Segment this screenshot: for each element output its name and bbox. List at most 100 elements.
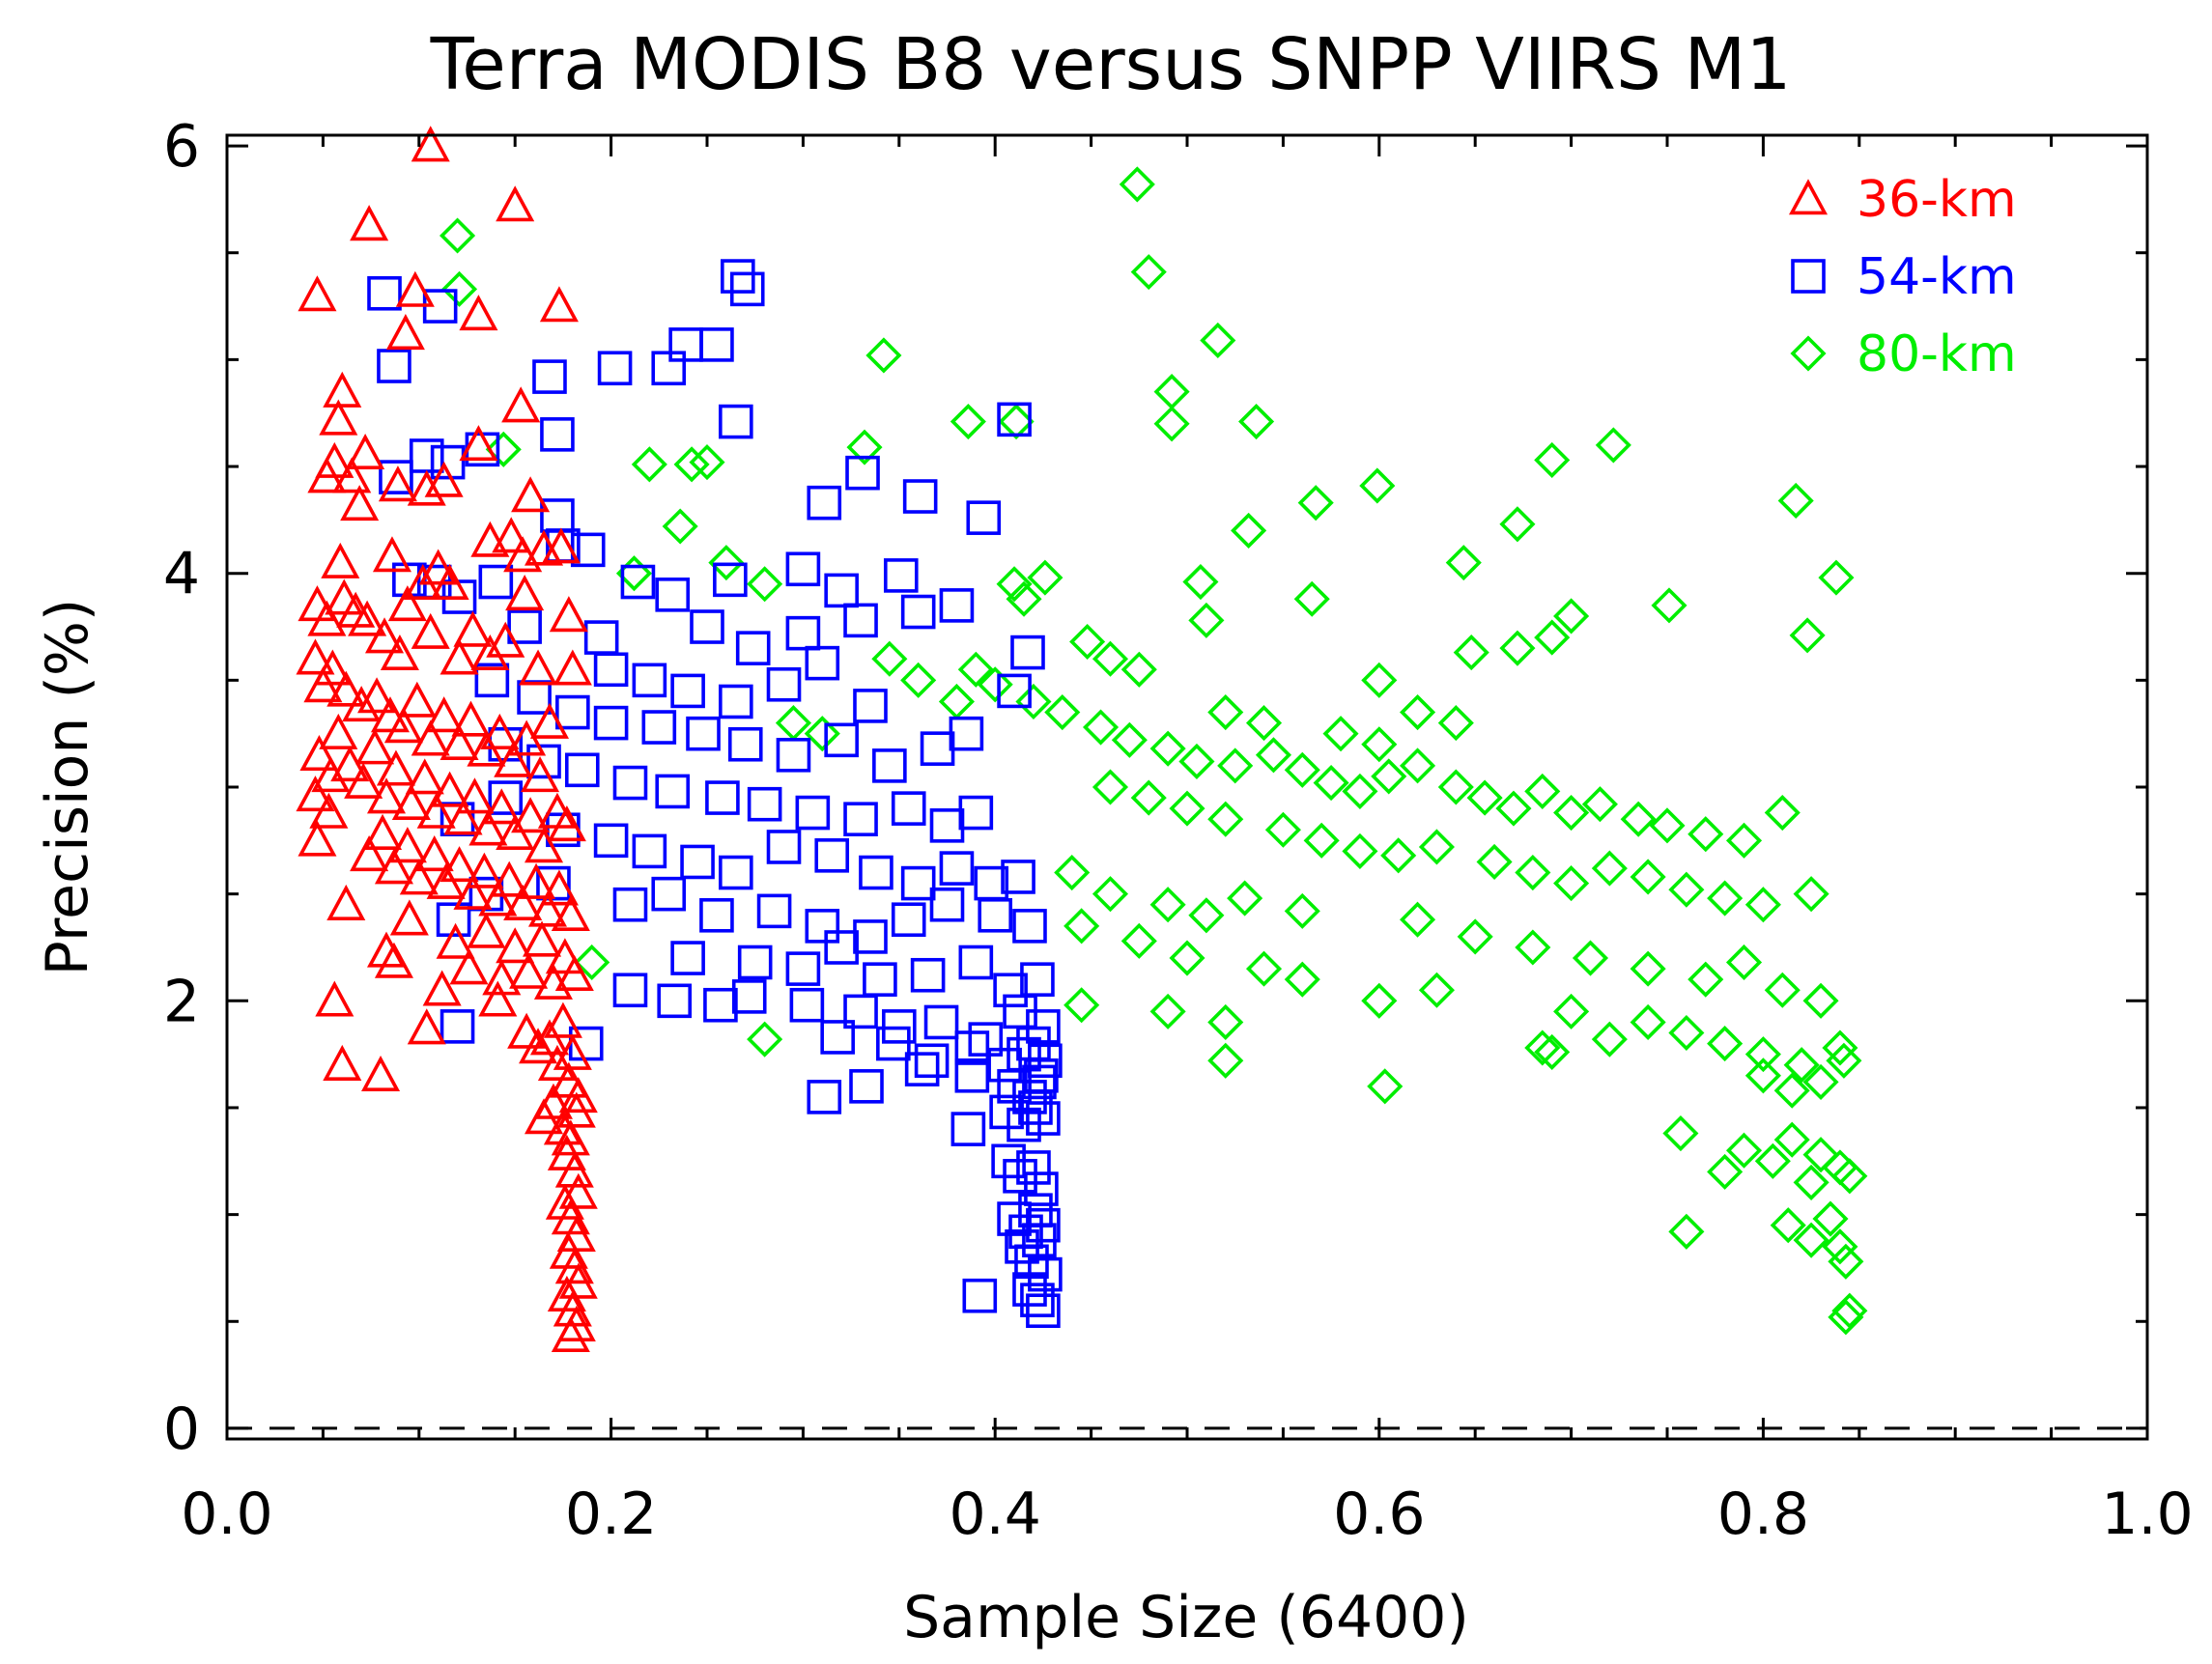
data-point [383,707,423,744]
data-point [1120,922,1157,959]
data-point [1003,1158,1037,1194]
data-point [525,827,564,863]
data-point [721,259,755,294]
data-point [496,185,535,222]
data-point [1826,1042,1862,1079]
data-point [891,902,926,938]
data-point [997,1201,1032,1236]
data-point [1380,837,1417,874]
data-point [441,270,478,307]
data-point [1069,623,1106,661]
data-point [1284,751,1320,788]
data-point [1082,709,1120,746]
data-point [1063,987,1100,1024]
data-point [549,1232,588,1269]
data-point [1651,587,1687,624]
data-point [756,893,792,929]
data-point [1022,1064,1057,1100]
data-point [1120,651,1157,688]
data-point [703,987,738,1023]
data-point [949,716,984,751]
data-point [558,1172,598,1209]
data-point [824,722,859,758]
data-point [537,1044,577,1081]
data-point [1524,1029,1561,1066]
data-point [1010,635,1045,670]
legend-marker-36-km [1788,179,1829,215]
data-point [430,444,466,480]
data-point [1359,467,1396,504]
data-point [1207,693,1244,731]
data-point [315,441,354,478]
data-point [1707,1153,1744,1190]
data-point [509,952,549,989]
data-point [414,835,454,872]
data-point [539,869,579,906]
data-point [298,275,337,312]
data-point [1553,795,1590,832]
data-point [340,485,380,522]
data-point [436,922,475,959]
data-point [407,469,446,506]
data-point [673,446,710,483]
data-point [859,855,893,890]
data-point [1466,779,1503,816]
data-point [1063,908,1100,945]
data-point [1020,1283,1055,1317]
data-point [593,823,629,859]
data-point [1828,1299,1864,1336]
data-point [1130,254,1167,291]
data-point [680,844,715,880]
data-point [407,1008,446,1045]
data-point [1361,662,1398,698]
data-point [1342,832,1378,869]
data-point [385,314,425,351]
data-point [418,549,458,585]
data-point [443,799,483,835]
data-point [1453,635,1489,671]
data-point [670,941,705,975]
data-point [405,758,444,795]
data-point [1687,961,1724,998]
data-point [1231,512,1267,549]
data-point [1238,404,1275,440]
data-point [378,465,417,502]
data-point [996,566,1033,603]
x-tick-label: 0.4 [949,1481,1040,1548]
data-point [1149,993,1186,1029]
data-point [846,429,883,465]
data-point [1812,1200,1849,1237]
data-point [1188,602,1225,638]
data-point [319,399,358,436]
data-point [1044,693,1081,731]
data-point [505,575,545,611]
data-point [1793,1164,1829,1200]
data-point [496,813,535,850]
data-point [1793,1222,1829,1258]
data-point [1284,892,1320,929]
data-point [348,600,387,636]
data-point [807,1080,842,1114]
data-point [1245,705,1283,742]
data-point [355,728,395,765]
data-point [468,809,508,846]
data-point [689,444,725,481]
data-point [296,638,335,675]
data-point [1092,769,1129,805]
data-point [529,1019,570,1056]
data-point [379,460,413,494]
data-point [424,696,464,733]
data-point [1016,1150,1051,1185]
data-point [539,286,579,323]
data-point [350,835,389,872]
data-point [551,1315,590,1353]
data-point [1012,909,1047,944]
data-point [551,895,590,932]
data-point [662,508,698,545]
data-point [547,805,586,842]
data-point [507,609,542,644]
data-point [1828,1243,1864,1280]
data-point [558,1262,598,1299]
data-point [699,327,734,362]
data-point [296,776,335,812]
